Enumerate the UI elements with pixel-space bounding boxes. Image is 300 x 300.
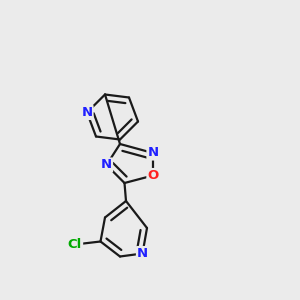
Text: N: N (137, 247, 148, 260)
Text: N: N (81, 106, 93, 119)
Text: O: O (147, 169, 159, 182)
Text: Cl: Cl (68, 238, 82, 251)
Text: N: N (147, 146, 159, 160)
Text: N: N (101, 158, 112, 172)
